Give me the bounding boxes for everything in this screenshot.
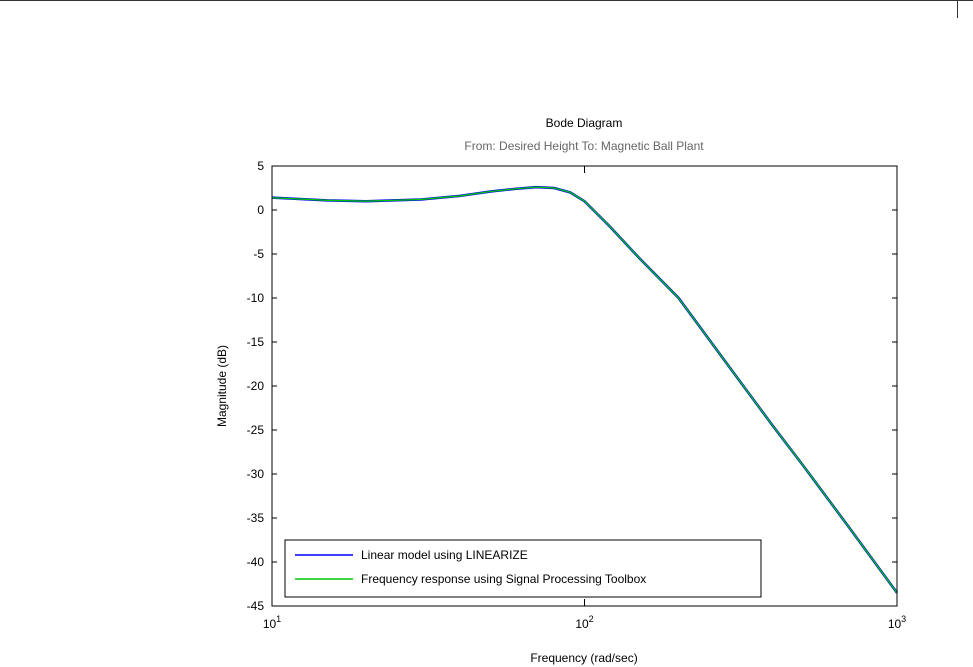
y-tick-label: -30	[247, 467, 265, 481]
y-tick-label: -45	[247, 599, 265, 613]
plot-area	[272, 166, 897, 606]
y-tick-label: -40	[247, 555, 265, 569]
x-tick-label: 101	[263, 614, 281, 631]
legend: Linear model using LINEARIZE Frequency re…	[284, 539, 762, 598]
x-tick-label: 102	[575, 614, 593, 631]
chart-title: Bode Diagram	[546, 116, 623, 130]
legend-label: Linear model using LINEARIZE	[361, 548, 528, 562]
y-tick-label: -5	[253, 247, 264, 261]
plot-frame	[271, 165, 898, 607]
y-tick-label: 5	[257, 159, 264, 173]
y-tick-label: -25	[247, 423, 265, 437]
y-tick-label: -10	[247, 291, 265, 305]
y-tick-label: -35	[247, 511, 265, 525]
x-axis-label: Frequency (rad/sec)	[530, 651, 637, 665]
data-line	[271, 186, 898, 594]
y-axis-label: Magnitude (dB)	[215, 345, 229, 427]
legend-box	[284, 539, 762, 598]
y-tick-label: -20	[247, 379, 265, 393]
x-tick-label: 103	[888, 614, 906, 631]
y-tick-label: -15	[247, 335, 265, 349]
y-tick-label: 0	[257, 203, 264, 217]
legend-label: Frequency response using Signal Processi…	[361, 572, 646, 586]
chart-subtitle: From: Desired Height To: Magnetic Ball P…	[464, 139, 704, 153]
